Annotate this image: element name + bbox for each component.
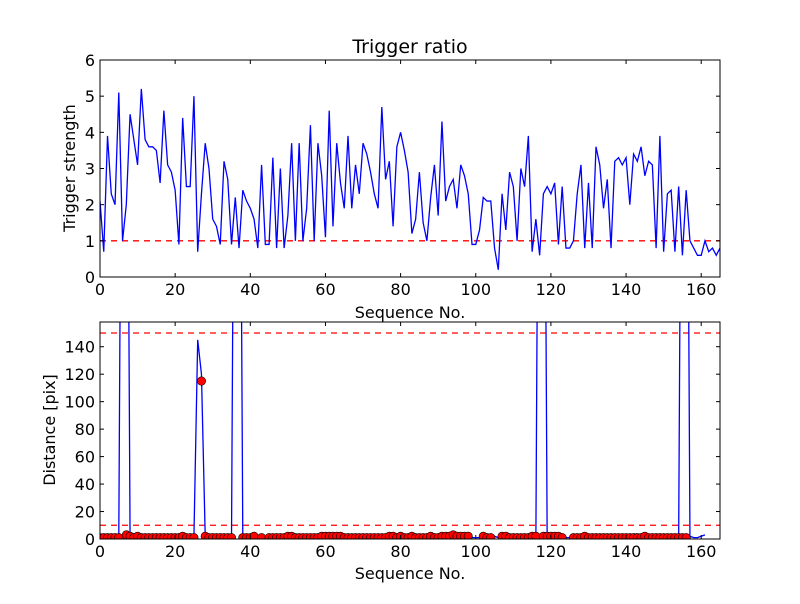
bottom-x-tick-label: 100 [460,542,491,561]
bottom-y-tick-label: 120 [64,365,95,384]
bottom-y-tick-label: 60 [75,448,95,467]
bottom-ticks: 0 20 40 60 80 100 120 140 160 0 20 40 60 80 100 120 140 [64,322,720,561]
bottom-plot-area [100,322,720,539]
top-x-tick-label: 160 [686,280,717,299]
top-y-tick-label: 5 [85,87,95,106]
top-x-tick-label: 0 [95,280,105,299]
bottom-y-tick-label: 0 [85,530,95,549]
bottom-data-point [557,533,567,539]
bottom-y-tick-label: 140 [64,338,95,357]
top-chart: 0 20 40 60 80 100 120 140 160 0 1 2 3 4 5 6 Trigger rat… [60,36,721,322]
bottom-data-point [196,376,206,386]
top-x-tick-label: 40 [240,280,260,299]
bottom-data-point [227,533,237,539]
bottom-data-point [486,533,496,539]
bottom-y-tick-label: 40 [75,475,95,494]
top-series-line [100,88,720,270]
bottom-axes-frame [99,321,721,540]
top-x-tick-label: 20 [165,280,185,299]
top-x-tick-label: 120 [536,280,567,299]
top-y-tick-label: 6 [85,51,95,70]
top-x-axis-label: Sequence No. [355,303,466,322]
bottom-x-tick-label: 140 [611,542,642,561]
bottom-x-tick-label: 120 [536,542,567,561]
bottom-x-tick-label: 40 [240,542,260,561]
bottom-y-axis-label: Distance [pix] [40,374,59,486]
top-y-axis-label: Trigger strength [60,104,79,233]
bottom-data-point [463,531,473,539]
bottom-x-tick-label: 20 [165,542,185,561]
top-y-tick-label: 3 [85,160,95,179]
bottom-y-tick-label: 80 [75,420,95,439]
bottom-data-point [681,533,691,539]
top-x-tick-label: 100 [460,280,491,299]
top-y-tick-label: 0 [85,268,95,287]
bottom-x-axis-label: Sequence No. [355,564,466,583]
bottom-x-tick-label: 160 [686,542,717,561]
bottom-chart: 0 20 40 60 80 100 120 140 160020406080100120140 … [40,321,721,583]
top-y-tick-label: 1 [85,232,95,251]
bottom-y-tick-label: 20 [75,503,95,522]
bottom-y-tick-label: 100 [64,393,95,412]
top-plot-area [100,88,720,270]
top-y-tick-label: 2 [85,196,95,215]
top-y-tick-label: 4 [85,123,95,142]
top-x-tick-label: 80 [390,280,410,299]
top-x-tick-label: 140 [611,280,642,299]
bottom-data-point [189,533,199,539]
top-ticks: 0 20 40 60 80 100 120 140 160 0 1 2 3 4 5 6 [85,51,720,299]
bottom-x-tick-label: 0 [95,542,105,561]
top-chart-title: Trigger ratio [351,36,467,58]
bottom-x-tick-label: 80 [390,542,410,561]
top-x-tick-label: 60 [315,280,335,299]
bottom-x-tick-label: 60 [315,542,335,561]
